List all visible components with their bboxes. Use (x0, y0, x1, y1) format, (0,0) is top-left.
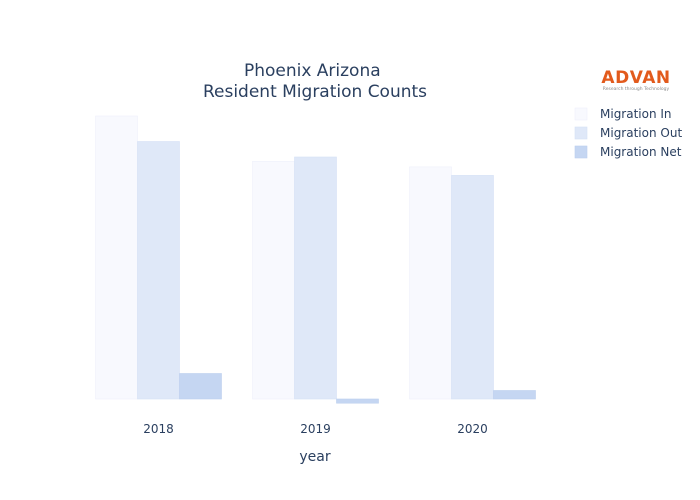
bar-migration-in-2018 (95, 115, 138, 400)
bar-migration-out-2019 (294, 156, 337, 400)
logo-text: ADVAN (601, 68, 670, 88)
bar-migration-in-2019 (252, 161, 295, 400)
x-tick-label: 2019 (300, 422, 331, 436)
logo-tagline: Research through Technology (603, 86, 670, 92)
x-axis-title: year (299, 449, 330, 465)
plot-area (95, 115, 536, 404)
bar-migration-in-2020 (409, 166, 452, 400)
bar-migration-out-2018 (137, 141, 180, 400)
chart-title-line-2: Resident Migration Counts (203, 82, 427, 102)
legend-swatch-migration-out[interactable] (574, 126, 588, 140)
legend-label-migration-in[interactable]: Migration In (600, 107, 672, 121)
logo: ADVAN Research through Technology (601, 68, 670, 92)
legend: Migration In Migration Out Migration Net (574, 107, 682, 159)
x-tick-label: 2020 (457, 422, 488, 436)
chart-title: Phoenix Arizona Resident Migration Count… (203, 61, 427, 102)
bar-migration-net-2018 (179, 373, 222, 400)
legend-label-migration-out[interactable]: Migration Out (600, 126, 682, 140)
legend-swatch-migration-net[interactable] (574, 145, 588, 159)
bar-migration-out-2020 (451, 175, 494, 400)
x-tick-label: 2018 (143, 422, 174, 436)
bar-migration-net-2019 (336, 398, 379, 404)
chart-title-line-1: Phoenix Arizona (244, 61, 381, 81)
bar-migration-net-2020 (493, 390, 536, 400)
x-axis-ticks: 2018 2019 2020 (143, 422, 488, 436)
legend-label-migration-net[interactable]: Migration Net (600, 145, 682, 159)
legend-swatch-migration-in[interactable] (574, 107, 588, 121)
